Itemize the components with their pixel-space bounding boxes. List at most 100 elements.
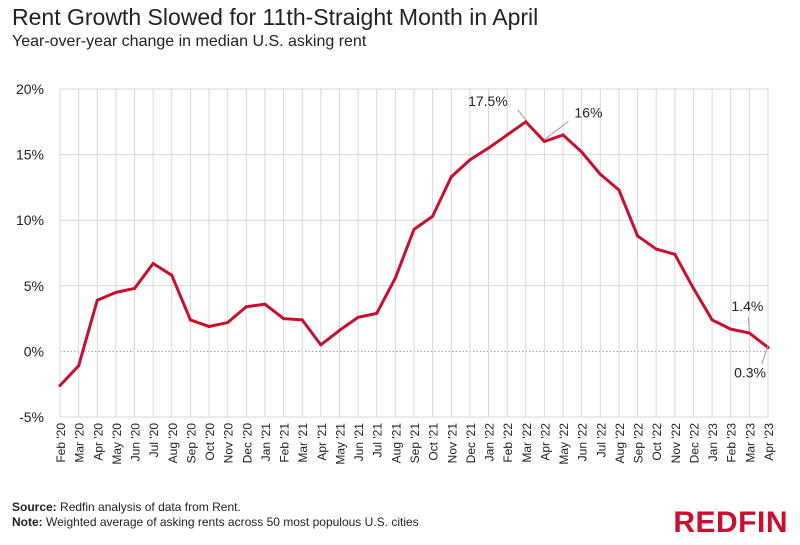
x-tick-label: Feb '23 bbox=[725, 423, 739, 463]
data-point bbox=[580, 150, 584, 154]
annotation-leader bbox=[761, 345, 769, 364]
data-point bbox=[375, 311, 379, 315]
data-point bbox=[412, 227, 416, 231]
x-tick-label: Feb '22 bbox=[501, 423, 515, 463]
x-tick-label: Feb '21 bbox=[278, 423, 292, 463]
data-point bbox=[673, 252, 677, 256]
y-tick-label: 10% bbox=[16, 212, 44, 228]
note-line: Note: Weighted average of asking rents a… bbox=[12, 515, 419, 529]
source-label: Source: bbox=[12, 500, 57, 514]
data-point bbox=[226, 321, 230, 325]
x-tick-label: Jun '22 bbox=[576, 423, 590, 462]
data-point bbox=[654, 247, 658, 251]
x-tick-label: Mar '23 bbox=[743, 423, 757, 463]
annotation-label: 0.3% bbox=[734, 364, 766, 380]
x-tick-label: Sep '22 bbox=[632, 423, 646, 464]
y-tick-label: 15% bbox=[16, 147, 44, 163]
annotation-leader bbox=[517, 109, 527, 121]
x-tick-label: Aug '22 bbox=[613, 423, 627, 464]
data-point bbox=[300, 318, 304, 322]
x-tick-label: Jan '23 bbox=[706, 423, 720, 462]
data-point bbox=[747, 331, 751, 335]
x-tick-label: Apr '21 bbox=[315, 423, 329, 461]
data-point bbox=[337, 328, 341, 332]
x-tick-label: Feb '20 bbox=[54, 423, 68, 463]
x-tick-label: May '21 bbox=[333, 423, 347, 465]
data-point bbox=[729, 327, 733, 331]
data-point bbox=[468, 158, 472, 162]
x-tick-label: Jul '22 bbox=[594, 423, 608, 458]
x-tick-label: Oct '20 bbox=[203, 423, 217, 461]
annotation-leader bbox=[747, 316, 750, 332]
y-tick-label: -5% bbox=[19, 409, 44, 425]
x-tick-label: May '20 bbox=[110, 423, 124, 465]
data-point bbox=[710, 318, 714, 322]
data-point bbox=[170, 273, 174, 277]
data-point bbox=[691, 286, 695, 290]
x-tick-label: Sep '20 bbox=[184, 423, 198, 464]
y-tick-label: 0% bbox=[24, 343, 44, 359]
data-point bbox=[95, 298, 99, 302]
data-point bbox=[561, 133, 565, 137]
x-tick-label: May '22 bbox=[557, 423, 571, 465]
note-text: Weighted average of asking rents across … bbox=[46, 515, 419, 529]
data-point bbox=[114, 290, 118, 294]
data-point bbox=[244, 305, 248, 309]
note-label: Note: bbox=[12, 515, 43, 529]
y-tick-label: 20% bbox=[16, 81, 44, 97]
x-tick-label: Jul '21 bbox=[371, 423, 385, 458]
data-point bbox=[505, 133, 509, 137]
x-tick-label: Nov '20 bbox=[222, 423, 236, 464]
y-tick-label: 5% bbox=[24, 278, 44, 294]
x-tick-label: Apr '20 bbox=[91, 423, 105, 461]
data-point bbox=[151, 261, 155, 265]
x-tick-label: Apr '23 bbox=[762, 423, 776, 461]
x-tick-label: Dec '20 bbox=[240, 423, 254, 464]
x-tick-label: Jan '21 bbox=[259, 423, 273, 462]
x-tick-label: Apr '22 bbox=[538, 423, 552, 461]
annotation-label: 1.4% bbox=[731, 298, 763, 314]
x-tick-label: Jun '20 bbox=[129, 423, 143, 462]
x-tick-label: Jun '21 bbox=[352, 423, 366, 462]
data-point bbox=[598, 172, 602, 176]
data-point bbox=[449, 175, 453, 179]
data-point bbox=[319, 343, 323, 347]
data-point bbox=[133, 286, 137, 290]
annotation-label: 16% bbox=[574, 104, 602, 120]
data-point bbox=[636, 234, 640, 238]
data-point bbox=[617, 188, 621, 192]
data-point bbox=[356, 315, 360, 319]
data-point bbox=[77, 364, 81, 368]
x-tick-label: Mar '21 bbox=[296, 423, 310, 463]
data-point bbox=[58, 384, 62, 388]
x-tick-label: Mar '22 bbox=[520, 423, 534, 463]
x-tick-label: Nov '21 bbox=[445, 423, 459, 464]
x-tick-label: Oct '21 bbox=[427, 423, 441, 461]
chart-subtitle: Year-over-year change in median U.S. ask… bbox=[12, 33, 367, 50]
source-line: Source: Redfin analysis of data from Ren… bbox=[12, 500, 241, 514]
data-point bbox=[487, 146, 491, 150]
x-tick-label: Sep '21 bbox=[408, 423, 422, 464]
data-point bbox=[393, 276, 397, 280]
data-point bbox=[207, 324, 211, 328]
data-point bbox=[431, 214, 435, 218]
x-tick-label: Aug '21 bbox=[389, 423, 403, 464]
data-point bbox=[188, 318, 192, 322]
redfin-logo: REDFIN bbox=[673, 506, 788, 539]
source-text: Redfin analysis of data from Rent. bbox=[60, 500, 241, 514]
x-tick-label: Dec '21 bbox=[464, 423, 478, 464]
data-point bbox=[263, 302, 267, 306]
annotation-leader bbox=[544, 121, 569, 140]
data-point bbox=[282, 317, 286, 321]
x-tick-label: Jul '20 bbox=[147, 423, 161, 458]
x-tick-label: Jan '22 bbox=[483, 423, 497, 462]
x-tick-label: Nov '22 bbox=[669, 423, 683, 464]
x-tick-label: Dec '22 bbox=[687, 423, 701, 464]
x-tick-label: Mar '20 bbox=[73, 423, 87, 463]
x-tick-label: Aug '20 bbox=[166, 423, 180, 464]
x-tick-label: Oct '22 bbox=[650, 423, 664, 461]
annotation-label: 17.5% bbox=[468, 93, 508, 109]
chart-title: Rent Growth Slowed for 11th-Straight Mon… bbox=[12, 4, 539, 30]
data-point bbox=[542, 139, 546, 143]
